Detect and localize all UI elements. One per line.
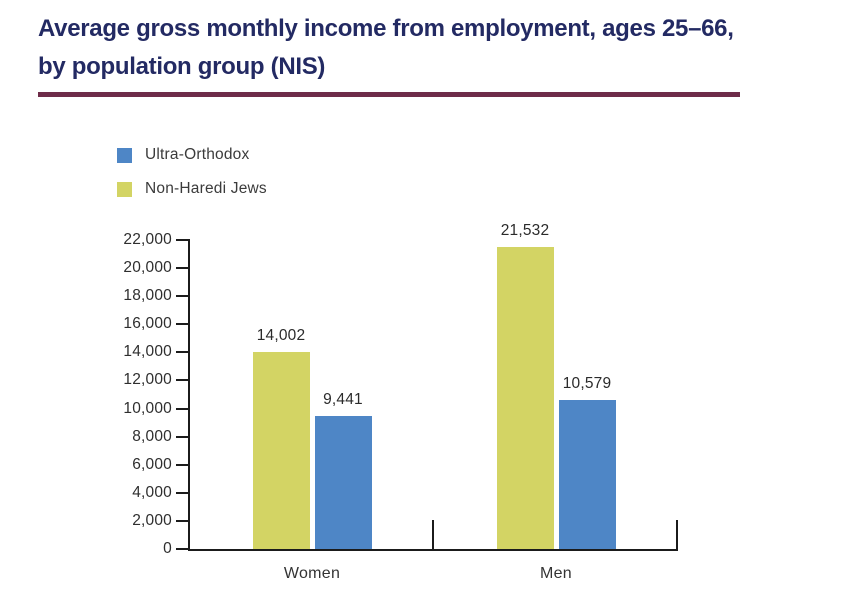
bar-value-label: 9,441 (323, 391, 363, 409)
y-axis-tick (176, 351, 190, 354)
legend-item-ultra-orthodox: Ultra-Orthodox (117, 146, 267, 164)
y-axis-tick-label: 6,000 (132, 455, 172, 473)
y-axis-line (188, 240, 190, 551)
chart-title-line2: by population group (NIS) (38, 53, 326, 80)
bar-value-label: 14,002 (256, 327, 306, 345)
y-axis-tick-label: 16,000 (123, 315, 172, 333)
y-axis-tick (176, 519, 190, 522)
y-axis-tick (176, 295, 190, 298)
y-axis-tick (176, 407, 190, 410)
y-axis-tick (176, 435, 190, 438)
category-separator (676, 520, 678, 549)
y-axis-tick (176, 548, 190, 550)
bar-non-haredi-jews-men (496, 246, 554, 549)
y-axis-tick-label: 10,000 (123, 399, 172, 417)
y-axis-tick (176, 379, 190, 382)
y-axis-tick (176, 323, 190, 326)
bar-ultra-orthodox-women (314, 416, 372, 549)
legend-swatch-icon (117, 147, 132, 163)
title-underline (38, 92, 740, 97)
y-axis-tick-label: 4,000 (132, 483, 172, 501)
legend: Ultra-Orthodox Non-Haredi Jews (117, 146, 267, 214)
y-axis-tick (176, 463, 190, 466)
y-axis-tick-label: 20,000 (123, 259, 172, 277)
x-axis-label: Men (539, 565, 573, 582)
y-axis-tick (176, 491, 190, 494)
y-axis-tick (176, 239, 190, 241)
x-axis-line (188, 549, 678, 551)
bar-value-label: 21,532 (500, 221, 550, 239)
legend-item-non-haredi-jews: Non-Haredi Jews (117, 180, 267, 198)
x-axis-label: Women (283, 565, 341, 582)
y-axis-tick-label: 8,000 (132, 427, 172, 445)
category-separator (432, 520, 434, 549)
bar-non-haredi-jews-women (252, 352, 310, 549)
y-axis-tick-label: 18,000 (123, 287, 172, 305)
y-axis-tick-label: 12,000 (123, 371, 172, 389)
bar-ultra-orthodox-men (558, 400, 616, 549)
legend-swatch-icon (117, 181, 132, 197)
y-axis-tick-label: 2,000 (132, 511, 172, 529)
chart-title-line1: Average gross monthly income from employ… (38, 15, 734, 42)
y-axis-tick-label: 22,000 (123, 231, 172, 248)
legend-label: Ultra-Orthodox (145, 146, 250, 163)
bar-value-label: 10,579 (562, 375, 612, 393)
y-axis-tick (176, 267, 190, 270)
y-axis-tick-label: 14,000 (123, 343, 172, 361)
legend-label: Non-Haredi Jews (145, 180, 267, 197)
chart-title: Average gross monthly income from employ… (38, 10, 758, 86)
y-axis-tick-label: 0 (163, 540, 172, 557)
